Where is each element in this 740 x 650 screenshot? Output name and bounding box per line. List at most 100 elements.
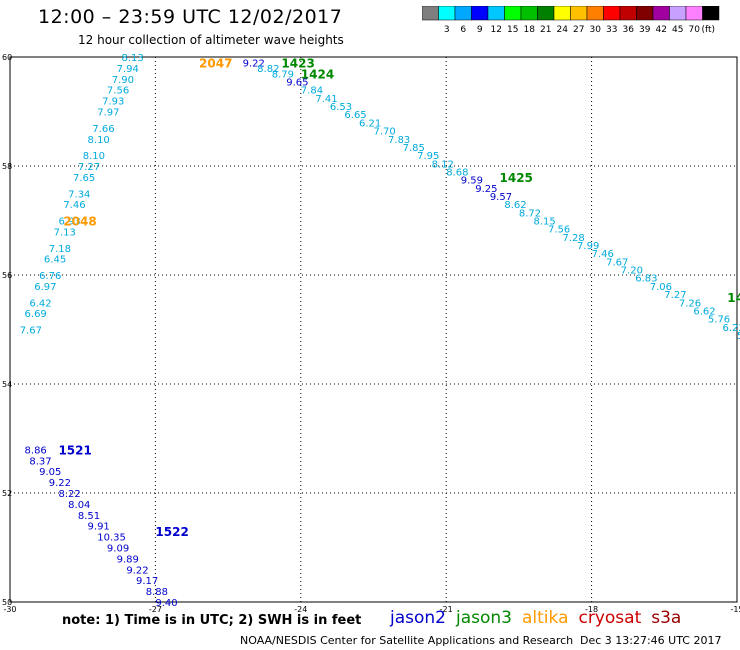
track-label: 1425 bbox=[500, 171, 533, 185]
swh-value: 6.62 bbox=[693, 306, 715, 317]
scale-label: 27 bbox=[573, 25, 584, 34]
swh-value: 9.22 bbox=[243, 58, 265, 69]
swh-value: 8.79 bbox=[272, 69, 294, 80]
swh-value: 7.41 bbox=[315, 94, 337, 105]
scale-label: 12 bbox=[491, 25, 502, 34]
swh-value: 6.45 bbox=[44, 255, 66, 266]
scale-label: 3 bbox=[444, 25, 450, 34]
swh-value: 7.28 bbox=[563, 233, 585, 244]
swh-value: 6.76 bbox=[39, 271, 61, 282]
y-tick-label: 58 bbox=[2, 162, 12, 171]
swh-value: 7.06 bbox=[650, 282, 672, 293]
x-tick-label: -27 bbox=[149, 605, 162, 614]
swh-value: 7.56 bbox=[107, 86, 129, 97]
swh-value: 8.88 bbox=[146, 587, 168, 598]
chart-title: 12:00 – 23:59 UTC 12/02/2017 bbox=[38, 6, 343, 28]
track-label: 1521 bbox=[58, 443, 91, 457]
swh-value: 8.22 bbox=[58, 489, 80, 500]
credit-line: NOAA/NESDIS Center for Satellite Applica… bbox=[240, 634, 574, 647]
y-tick-label: 56 bbox=[2, 271, 12, 280]
swh-value: 9.17 bbox=[136, 576, 158, 587]
scale-label: 42 bbox=[656, 25, 667, 34]
legend-cryosat: cryosat bbox=[578, 608, 642, 628]
track-label: 2048 bbox=[63, 215, 96, 229]
swh-value: 7.84 bbox=[301, 86, 323, 97]
color-scale: 3 6 9 12 15 18 21 24 27 30 33 36 39 42 45 70 (ft) bbox=[422, 6, 720, 34]
swh-value: 7.99 bbox=[577, 241, 599, 252]
scale-label: 9 bbox=[477, 25, 483, 34]
swh-value: 8.37 bbox=[29, 456, 51, 467]
x-tick-label: -24 bbox=[294, 605, 307, 614]
swh-value: 7.95 bbox=[417, 151, 439, 162]
scale-label: 70 bbox=[689, 25, 701, 34]
swh-value: 8.62 bbox=[504, 200, 526, 211]
swh-value: 6.22 bbox=[722, 323, 740, 334]
swh-value: 9.22 bbox=[126, 565, 148, 576]
x-tick-label: -18 bbox=[585, 605, 598, 614]
scale-swatch bbox=[702, 6, 720, 21]
swh-value: 6.83 bbox=[635, 274, 657, 285]
swh-value: 8.72 bbox=[519, 208, 541, 219]
swh-value: 7.26 bbox=[679, 298, 701, 309]
footer-note: note: 1) Time is in UTC; 2) SWH is in fe… bbox=[62, 613, 362, 628]
swh-value: 7.85 bbox=[403, 143, 425, 154]
scale-label: 45 bbox=[672, 25, 683, 34]
swh-value: 8.15 bbox=[533, 217, 555, 228]
swh-value: 6.53 bbox=[330, 102, 352, 113]
track-label: 1423 bbox=[281, 56, 314, 70]
swh-value: 9.91 bbox=[88, 522, 110, 533]
swh-value: 8.51 bbox=[78, 511, 100, 522]
track-label: 2047 bbox=[199, 56, 232, 70]
swh-value: 5.96 bbox=[737, 331, 740, 342]
scale-label: 39 bbox=[639, 25, 651, 34]
y-tick-label: 60 bbox=[2, 53, 12, 62]
swh-value: 7.90 bbox=[112, 75, 134, 86]
scale-unit: (ft) bbox=[701, 25, 715, 34]
swh-value: 9.59 bbox=[461, 176, 483, 187]
scale-label: 21 bbox=[540, 25, 551, 34]
swh-value: 9.57 bbox=[490, 192, 512, 203]
swh-value: 7.46 bbox=[592, 249, 614, 260]
swh-value: 8.82 bbox=[257, 64, 279, 75]
satellite-legend: jason2 jason3 altika cryosat s3a bbox=[390, 608, 691, 628]
track-label: 1522 bbox=[155, 525, 188, 539]
scale-label: 15 bbox=[507, 25, 518, 34]
swh-value: 6.65 bbox=[344, 110, 366, 121]
swh-value: 8.68 bbox=[446, 167, 468, 178]
plot-frame bbox=[9, 56, 738, 603]
swh-value: 6.97 bbox=[34, 282, 56, 293]
swh-value: 6.21 bbox=[359, 118, 381, 129]
swh-value: 8.86 bbox=[25, 445, 47, 456]
scale-label: 30 bbox=[590, 25, 602, 34]
swh-value: 9.22 bbox=[49, 478, 71, 489]
swh-value: 6.93 bbox=[58, 217, 80, 228]
swh-value: 9.65 bbox=[286, 78, 308, 89]
swh-value: 9.25 bbox=[475, 184, 497, 195]
scale-label: 6 bbox=[460, 25, 466, 34]
swh-value: 7.65 bbox=[73, 173, 95, 184]
swh-value: 7.97 bbox=[97, 108, 119, 119]
swh-value: 6.69 bbox=[25, 309, 47, 320]
swh-value: 7.27 bbox=[78, 162, 100, 173]
swh-value: 7.67 bbox=[20, 326, 42, 337]
swh-value: 7.66 bbox=[92, 124, 114, 135]
swh-value: 7.93 bbox=[102, 97, 124, 108]
track-label: 142 bbox=[727, 291, 740, 305]
swh-value: 7.20 bbox=[621, 266, 643, 277]
swh-value: 7.70 bbox=[374, 127, 396, 138]
swh-value: 7.67 bbox=[606, 257, 628, 268]
swh-value: 8.12 bbox=[432, 159, 454, 170]
y-tick-label: 52 bbox=[2, 489, 12, 498]
swh-value: 8.04 bbox=[68, 500, 90, 511]
x-tick-label: -15 bbox=[730, 605, 740, 614]
swh-value: 9.89 bbox=[117, 554, 139, 565]
swh-value: 7.18 bbox=[49, 244, 71, 255]
swh-value: 7.34 bbox=[68, 189, 90, 200]
scale-label: 36 bbox=[623, 25, 635, 34]
swh-value: 8.10 bbox=[83, 151, 105, 162]
legend-jason2: jason2 bbox=[390, 608, 446, 628]
swh-value: 6.42 bbox=[29, 298, 51, 309]
legend-s3a: s3a bbox=[651, 608, 682, 628]
swh-value: 9.40 bbox=[155, 598, 177, 609]
